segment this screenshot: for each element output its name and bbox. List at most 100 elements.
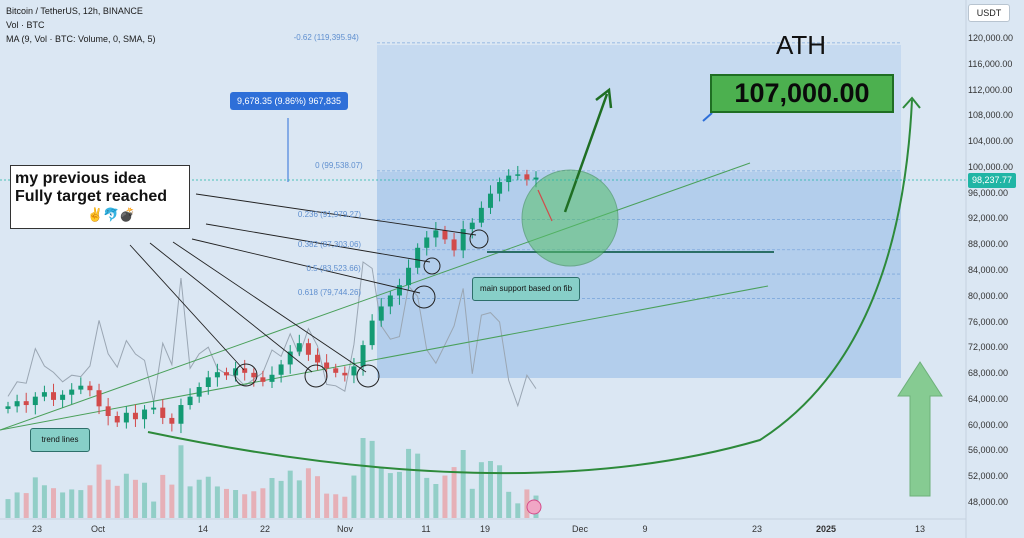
previous-idea-note: my previous idea Fully target reached ✌️… (10, 165, 190, 229)
candle-body (287, 351, 293, 365)
candle-body (460, 229, 466, 251)
bull-arrow-head (595, 87, 613, 109)
candle-body (14, 401, 20, 407)
volume-bar (96, 464, 102, 518)
annotation-arrows (129, 193, 477, 373)
x-tick-label: 2025 (815, 524, 837, 534)
candle-body (242, 368, 248, 373)
volume-bar (151, 501, 157, 518)
candle-body (187, 396, 193, 406)
y-tick-label: 84,000.00 (968, 265, 1009, 275)
y-tick-label: 76,000.00 (968, 316, 1009, 327)
volume-bar (451, 467, 457, 518)
currency-button[interactable]: USDT (968, 4, 1010, 22)
volume-bar (123, 473, 129, 518)
symbol-label[interactable]: Bitcoin / TetherUS, 12h, BINANCE (6, 6, 143, 16)
candle-body (406, 267, 412, 286)
current-price-tag: 98,237.77 (968, 173, 1016, 188)
fib-level-label: 0.5 (83,523.66) (306, 264, 361, 274)
volume-bar (160, 474, 166, 518)
volume-bar (305, 468, 311, 518)
candle-body (260, 377, 266, 382)
fib-zone-inner (377, 172, 901, 378)
candle-body (169, 417, 175, 424)
ma-label[interactable]: MA (9, Vol · BTC: Volume, 0, SMA, 5) (6, 34, 156, 44)
candle-body (487, 193, 493, 208)
y-tick-label: 112,000.00 (968, 84, 1013, 95)
candle-body (533, 177, 539, 180)
volume-bar (360, 438, 366, 518)
y-tick-label: 116,000.00 (968, 58, 1013, 69)
up-arrow-big (897, 361, 943, 497)
candle-body (315, 354, 321, 363)
fib-level-lines (377, 42, 901, 299)
volume-bar (51, 488, 57, 518)
target-zone (521, 169, 619, 267)
volume-bar (187, 486, 193, 518)
candle-body (223, 372, 229, 376)
x-tick-label: Nov (336, 524, 354, 534)
volume-bar (469, 488, 475, 518)
trend-line-upper (0, 162, 751, 431)
volume-bars (5, 438, 539, 518)
volume-bar (41, 485, 47, 518)
curve-arrow-head (902, 96, 921, 109)
fib-level-label: 0 (99,538.07) (315, 160, 363, 170)
candle-body (96, 390, 102, 407)
volume-bar (506, 491, 512, 518)
candle-body (69, 389, 75, 395)
fib-level-label: 0.618 (79,744.26) (297, 288, 362, 298)
volume-bar (296, 480, 302, 518)
candle-body (342, 372, 348, 376)
x-tick-label: 22 (259, 524, 271, 534)
volume-bar (406, 448, 412, 518)
candle-body (305, 343, 311, 355)
bull-arrow (563, 93, 609, 213)
note-emoji: ✌️🐬💣 (87, 207, 136, 222)
candle-body (469, 222, 475, 230)
volume-bar (487, 461, 493, 518)
candle-body (23, 401, 29, 406)
candle-body (78, 385, 84, 390)
candle-body (269, 374, 275, 382)
candle-body (278, 364, 284, 375)
candle-body (497, 182, 503, 194)
candle-body (433, 230, 439, 238)
volume-bar (433, 484, 439, 518)
note-line-2: Fully target reached (15, 188, 168, 205)
candle-body (424, 237, 430, 248)
candle-body (415, 247, 421, 268)
curve-projection (147, 99, 913, 475)
fib-level-label: -0.62 (119,395.94) (293, 32, 359, 42)
volume-bar (415, 453, 421, 518)
volume-bar (351, 475, 357, 518)
candle-body (178, 405, 184, 424)
x-tick-label: 19 (479, 524, 491, 534)
y-tick-label: 92,000.00 (968, 213, 1009, 224)
candle-body (5, 406, 11, 409)
x-tick-label: Dec (571, 524, 589, 534)
volume-bar (205, 476, 211, 518)
y-tick-label: 104,000.00 (968, 136, 1014, 147)
volume-bar (142, 482, 148, 518)
volume-bar (497, 465, 503, 518)
x-tick-label: Oct (90, 524, 106, 534)
trend-markers (234, 229, 489, 388)
candle-body (32, 396, 38, 406)
y-tick-label: 100,000.00 (968, 161, 1014, 172)
y-tick-label: 60,000.00 (968, 419, 1009, 430)
volume-bar (178, 445, 184, 518)
price-candles (5, 165, 539, 434)
candle-body (214, 372, 220, 378)
support-callout: main support based on fib (472, 277, 580, 301)
ath-target-box: 107,000.00 (710, 74, 894, 113)
candle-body (506, 175, 512, 183)
volume-bar (114, 485, 120, 518)
x-tick-label: 9 (642, 524, 648, 534)
volume-label[interactable]: Vol · BTC (6, 20, 45, 30)
event-icon[interactable] (526, 499, 542, 515)
trend-lines-callout: trend lines (30, 428, 90, 452)
volume-bar (60, 492, 66, 518)
chart-legend: Bitcoin / TetherUS, 12h, BINANCE Vol · B… (6, 4, 156, 46)
volume-bar (132, 479, 138, 518)
